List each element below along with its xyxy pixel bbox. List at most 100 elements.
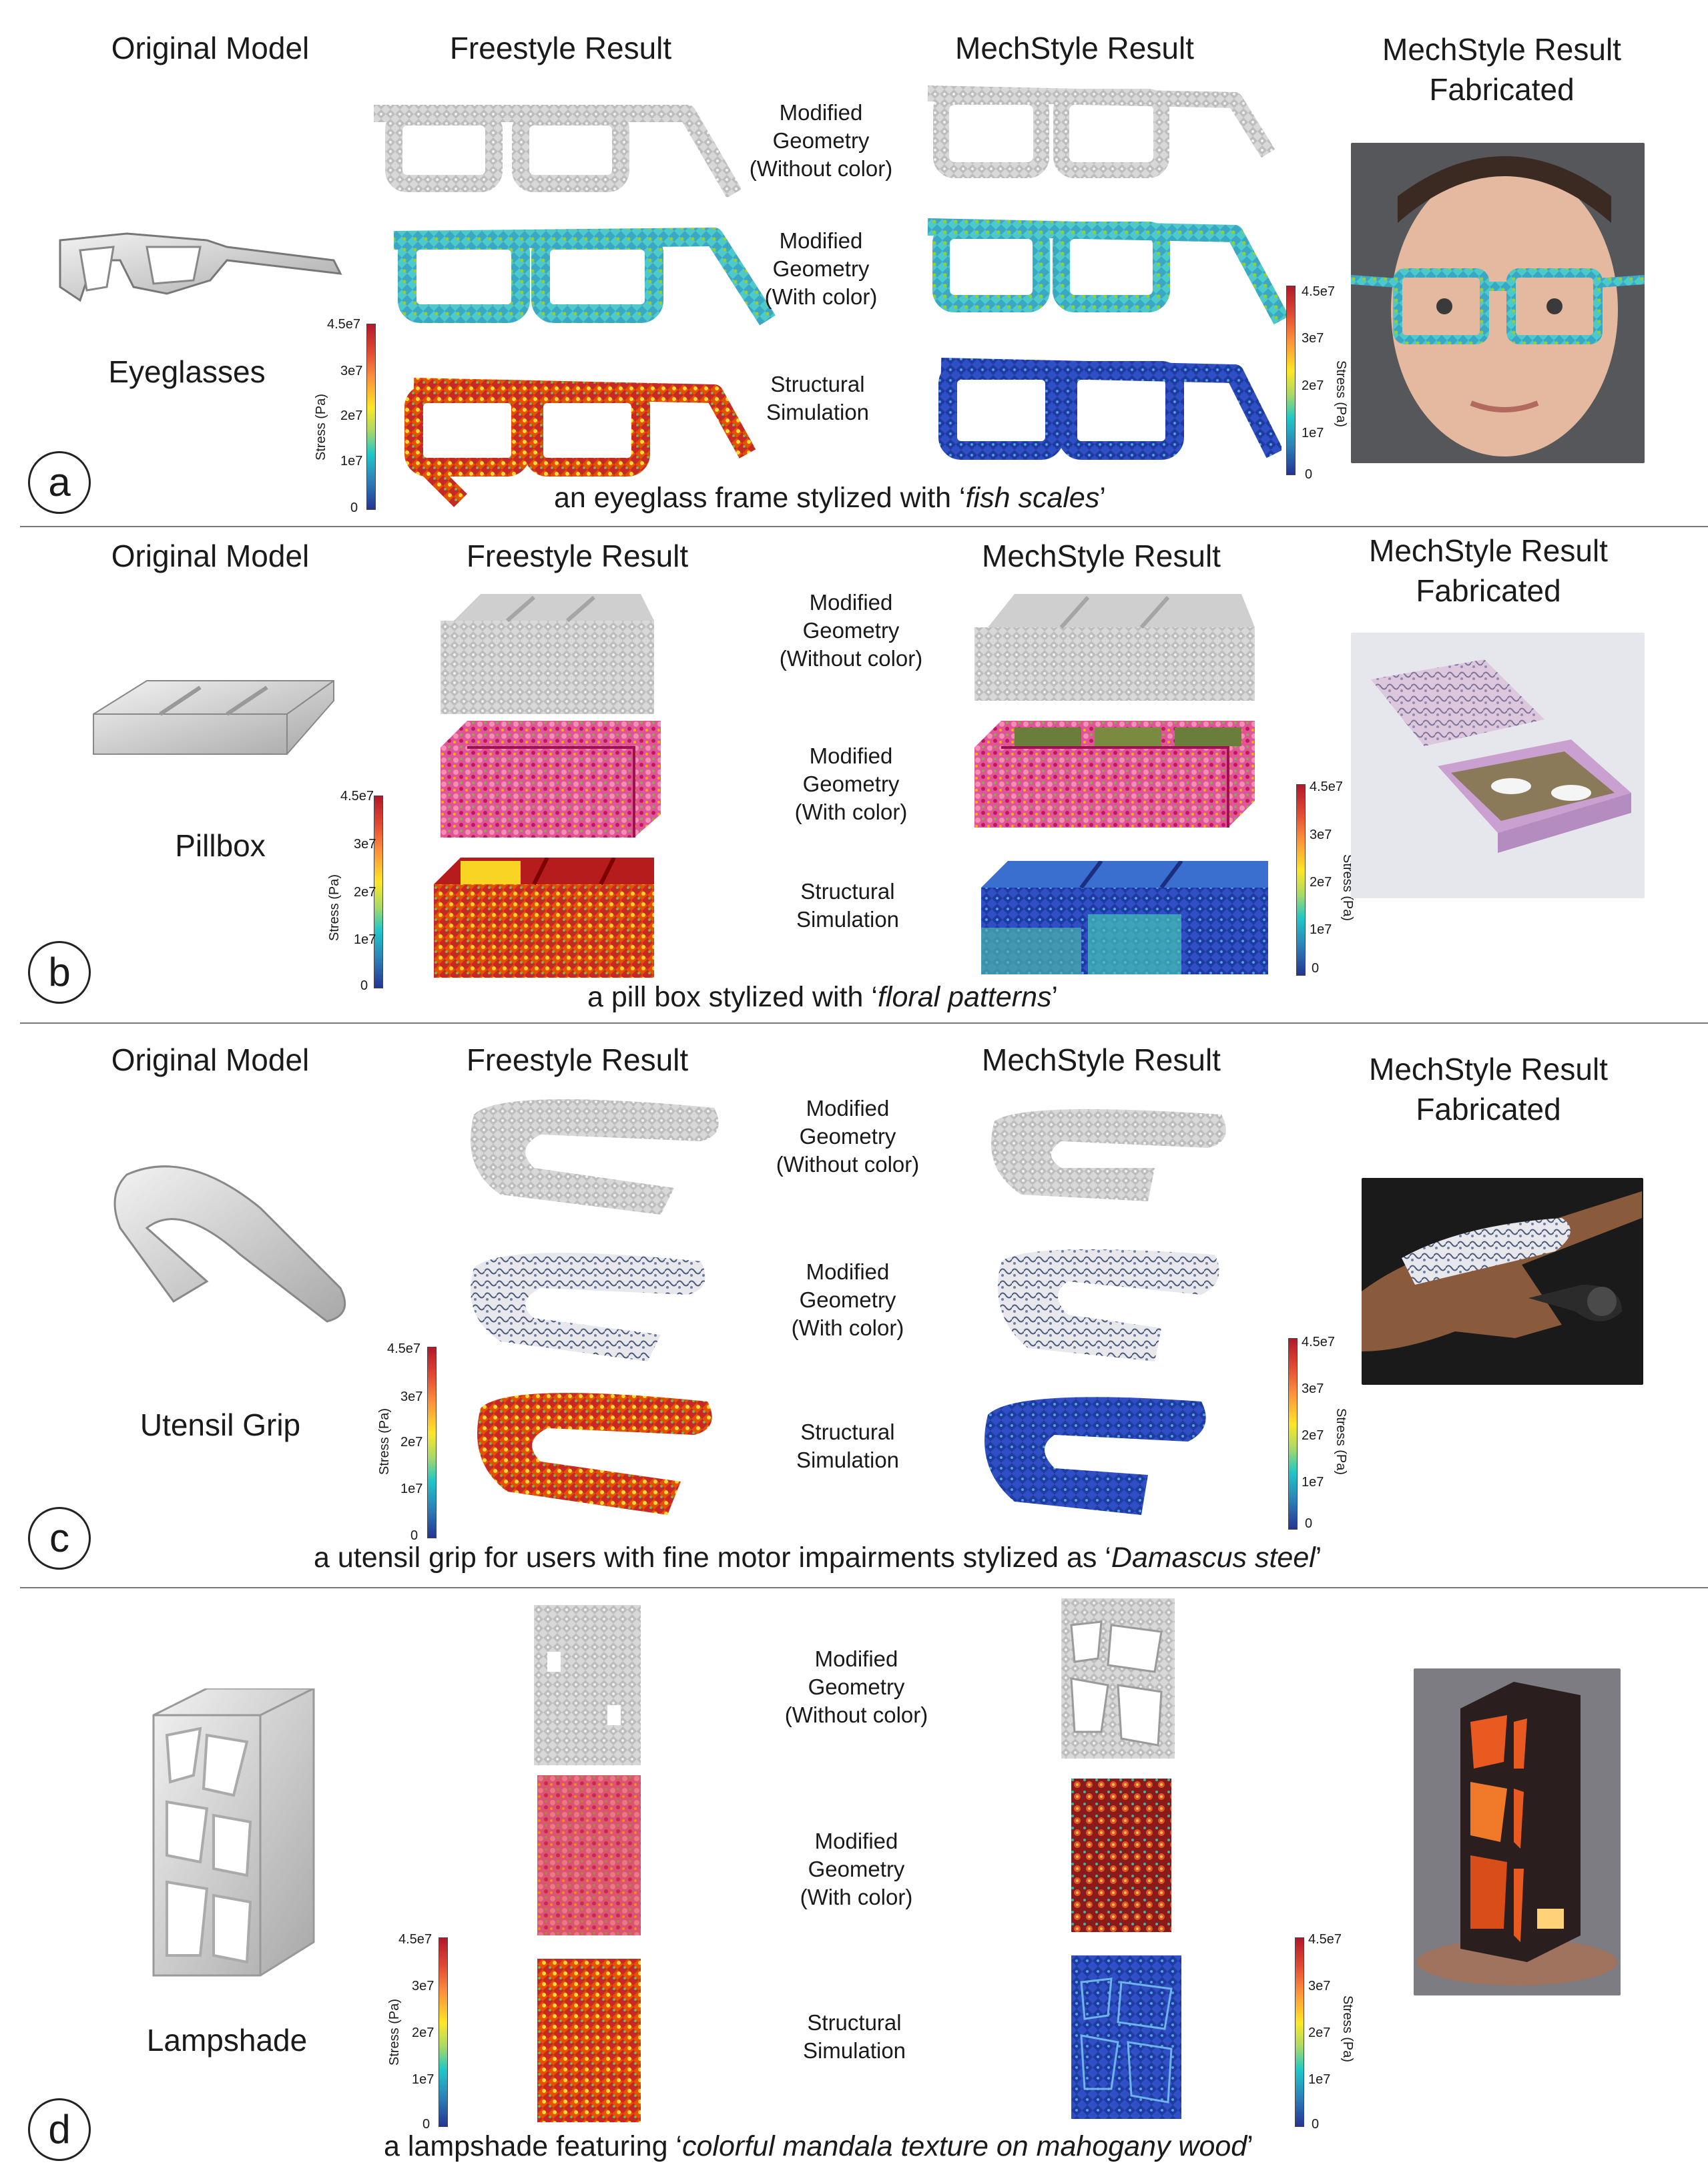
mechstyle-eyeglasses-color (927, 218, 1290, 325)
colorbar-unit: Stress (Pa) (1334, 1408, 1348, 1476)
header-freestyle-c: Freestyle Result (466, 1042, 689, 1077)
colorbar-freestyle-b (374, 796, 383, 988)
colorbar-tick: 3e7 (1310, 828, 1332, 842)
mechstyle-eyeglasses-simulation (938, 358, 1282, 460)
colorbar-tick: 2e7 (400, 1435, 423, 1450)
row-label-simulation-b: Structural Simulation (796, 879, 900, 932)
colorbar-tick: 3e7 (340, 364, 363, 378)
mechstyle-grip-simulation (984, 1397, 1206, 1515)
colorbar-tick: 2e7 (340, 408, 363, 423)
colorbar-tick: 1e7 (340, 454, 363, 469)
row-label-without-color-c: Modified Geometry (Without color) (776, 1096, 920, 1177)
freestyle-lampshade-color (537, 1775, 641, 1935)
colorbar-freestyle-d (439, 1937, 448, 2127)
caption-style-c: Damascus steel (1111, 1542, 1316, 1574)
mechstyle-grip-color (998, 1249, 1219, 1361)
colorbar-tick: 1e7 (1310, 922, 1332, 937)
colorbar-tick: 0 (1312, 961, 1320, 976)
colorbar-tick: 1e7 (400, 1482, 423, 1496)
mechstyle-lampshade-no-color (1061, 1598, 1175, 1759)
row-label-without-color-a: Modified Geometry (Without color) (749, 100, 893, 181)
row-label-with-color-b: Modified Geometry (With color) (794, 743, 908, 824)
header-fabricated-b: MechStyle Result Fabricated (1369, 533, 1608, 608)
colorbar-mechstyle-d (1295, 1937, 1304, 2127)
caption-style-d: colorful mandala texture on mahogany woo… (682, 2130, 1247, 2162)
colorbar-tick: 0 (350, 501, 358, 515)
colorbar-tick: 3e7 (1302, 331, 1324, 346)
freestyle-grip-color (471, 1253, 705, 1361)
colorbar-tick: 2e7 (412, 2026, 435, 2040)
colorbar-tick: 0 (360, 978, 368, 993)
header-original-a: Original Model (111, 31, 310, 65)
freestyle-grip-simulation (477, 1393, 712, 1515)
panel-separator (20, 1022, 1708, 1024)
original-eyeglasses-render (59, 232, 342, 302)
colorbar-tick: 0 (1305, 467, 1313, 482)
caption-a: an eyeglass frame stylized with ‘fish sc… (554, 482, 1106, 514)
header-fabricated-c: MechStyle Result Fabricated (1369, 1052, 1608, 1127)
colorbar-mechstyle-b (1296, 784, 1306, 976)
colorbar-tick: 3e7 (412, 1979, 435, 1993)
mechstyle-eyeglasses-no-color (927, 85, 1275, 178)
original-lampshade-render (152, 1688, 315, 1977)
freestyle-eyeglasses-no-color (374, 105, 741, 198)
colorbar-mechstyle-c (1288, 1338, 1298, 1530)
fabricated-eyeglasses-photo (1351, 143, 1645, 463)
colorbar-tick: 3e7 (1308, 1979, 1331, 1993)
freestyle-grip-no-color (471, 1099, 719, 1215)
row-label-simulation-a: Structural Simulation (766, 372, 870, 424)
mechstyle-lampshade-simulation (1071, 1955, 1181, 2119)
caption-style-a: fish scales (965, 482, 1100, 514)
panel-separator (20, 526, 1708, 527)
colorbar-tick: 4.5e7 (1310, 780, 1344, 794)
colorbar-tick: 2e7 (354, 885, 376, 900)
freestyle-pillbox-no-color (441, 594, 654, 714)
colorbar-tick: 4.5e7 (1302, 284, 1336, 299)
panel-letter-a: a (28, 451, 91, 514)
colorbar-freestyle-c (427, 1347, 437, 1538)
row-label-with-color-c: Modified Geometry (With color) (791, 1259, 904, 1340)
mechstyle-pillbox-color (974, 721, 1255, 828)
colorbar-tick: 3e7 (1302, 1381, 1324, 1396)
colorbar-tick: 4.5e7 (1302, 1335, 1336, 1349)
header-freestyle-a: Freestyle Result (449, 31, 672, 65)
colorbar-tick: 4.5e7 (340, 789, 374, 804)
panel-letter-d: d (28, 2098, 91, 2161)
freestyle-eyeglasses-color (393, 228, 776, 326)
colorbar-unit: Stress (Pa) (1340, 1995, 1355, 2063)
object-name-c: Utensil Grip (139, 1408, 301, 1442)
freestyle-eyeglasses-simulation (404, 378, 756, 507)
header-freestyle-b: Freestyle Result (466, 539, 689, 573)
header-original-b: Original Model (111, 539, 310, 573)
original-pillbox-render (93, 680, 334, 755)
colorbar-unit: Stress (Pa) (327, 874, 342, 941)
caption-b: a pill box stylized with ‘floral pattern… (587, 981, 1059, 1013)
fabricated-lampshade-photo (1414, 1668, 1621, 1995)
colorbar-unit: Stress (Pa) (314, 393, 328, 460)
colorbar-freestyle-a (366, 324, 376, 510)
row-label-without-color-d: Modified Geometry (Without color) (784, 1646, 928, 1727)
freestyle-pillbox-simulation (434, 858, 654, 978)
colorbar-tick: 1e7 (412, 2072, 435, 2087)
colorbar-tick: 3e7 (354, 837, 376, 852)
caption-d: a lampshade featuring ‘colorful mandala … (384, 2130, 1253, 2162)
colorbar-tick: 2e7 (1302, 1428, 1324, 1443)
colorbar-tick: 0 (410, 1528, 418, 1543)
colorbar-tick: 4.5e7 (398, 1932, 433, 1947)
colorbar-tick: 1e7 (1302, 426, 1324, 440)
header-fabricated-line2: Fabricated (1429, 72, 1575, 107)
header-mechstyle-b: MechStyle Result (982, 539, 1221, 573)
mechstyle-pillbox-simulation (981, 861, 1268, 974)
freestyle-lampshade-no-color (534, 1605, 641, 1765)
colorbar-tick: 1e7 (354, 932, 376, 947)
header-mechstyle-a: MechStyle Result (955, 31, 1194, 65)
colorbar-tick: 2e7 (1310, 875, 1332, 890)
original-utensil-grip-render (113, 1165, 346, 1323)
row-label-simulation-d: Structural Simulation (802, 2010, 906, 2063)
colorbar-tick: 2e7 (1302, 378, 1324, 393)
colorbar-unit: Stress (Pa) (1334, 360, 1348, 428)
row-label-simulation-c: Structural Simulation (796, 1420, 900, 1472)
header-original-c: Original Model (111, 1042, 310, 1077)
freestyle-pillbox-color (441, 721, 661, 838)
freestyle-lampshade-simulation (537, 1959, 641, 2122)
